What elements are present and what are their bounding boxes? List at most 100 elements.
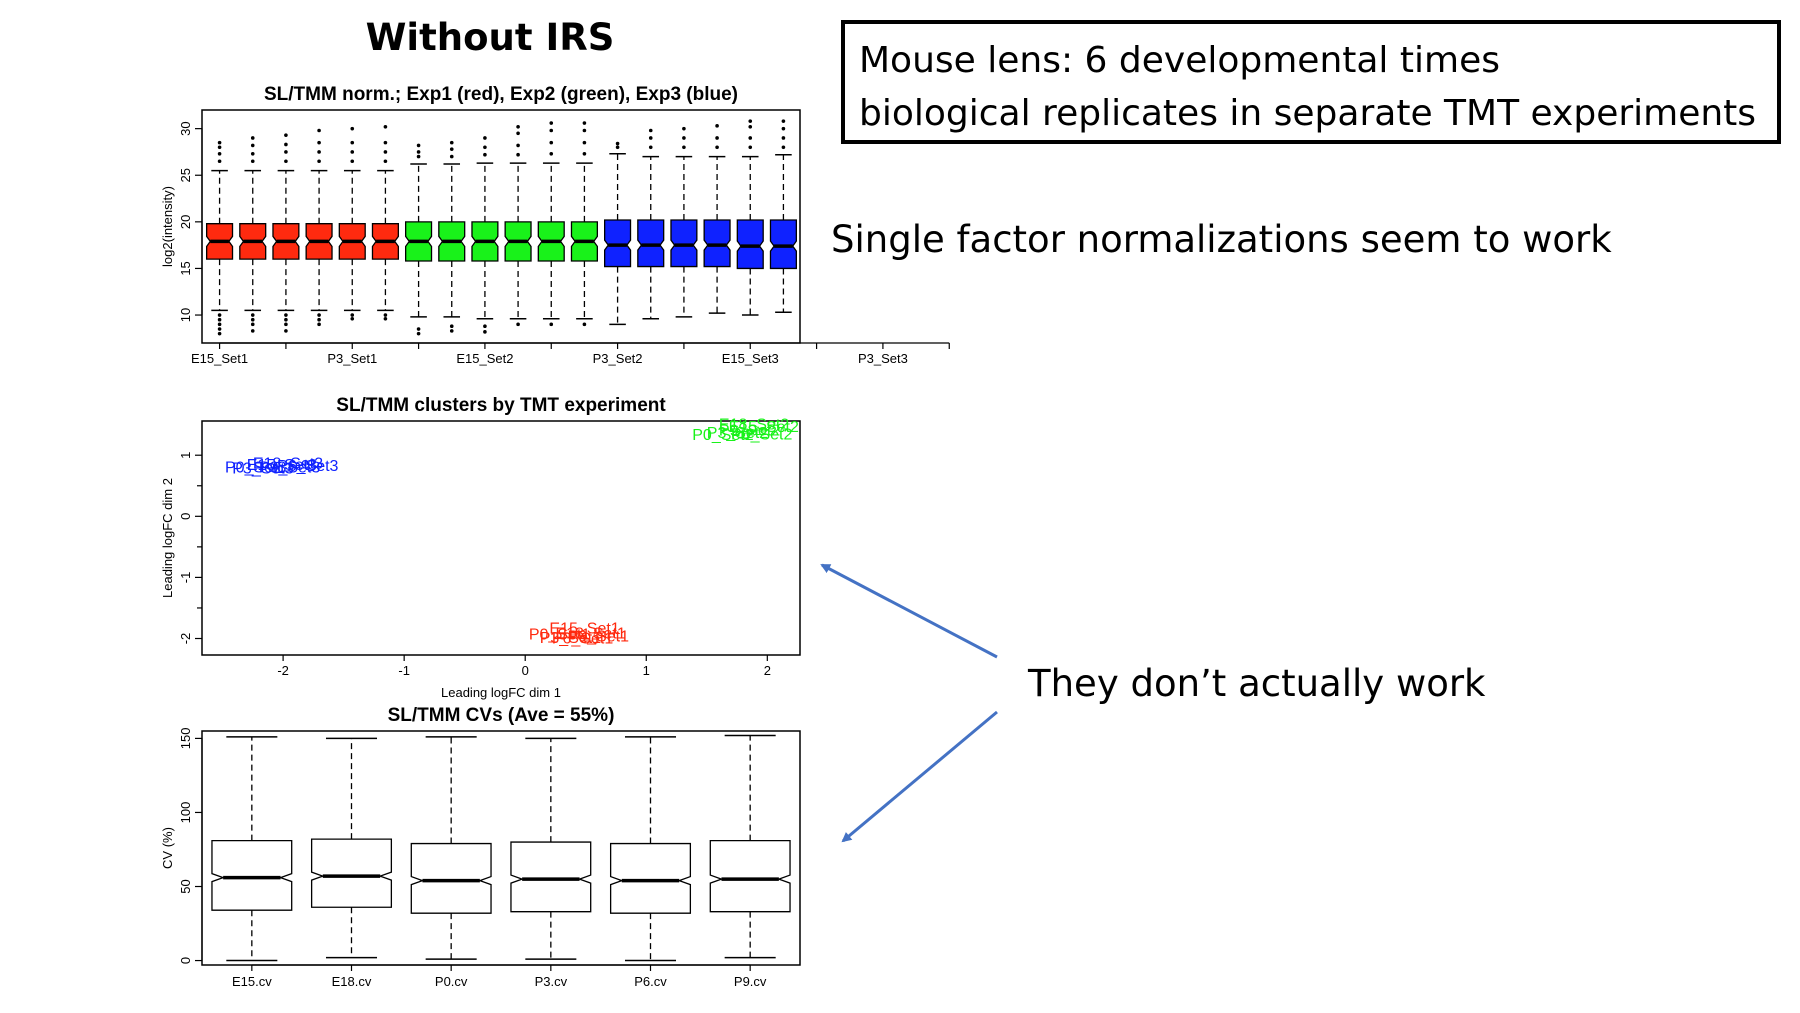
plot-frame [201, 420, 801, 656]
outlier-point [549, 140, 554, 145]
outlier-point [284, 322, 288, 327]
outlier-point [217, 322, 222, 327]
outlier-point [615, 145, 620, 150]
outlier-point [549, 322, 554, 327]
outlier-point [549, 128, 554, 133]
outlier-point [449, 324, 454, 329]
x-tick-label: P3_Set1 [327, 351, 377, 366]
chart-title: SL/TMM norm.; Exp1 (red), Exp2 (green), … [264, 84, 738, 105]
cv-boxplot-chart: SL/TMM CVs (Ave = 55%) 0 50 100 150 CV (%) E15… [160, 705, 801, 989]
outlier-point [582, 128, 587, 133]
x-tick-label: P9.cv [734, 974, 767, 989]
outlier-point [250, 159, 255, 164]
outlier-point [250, 322, 255, 327]
outlier-point [715, 145, 719, 150]
y-tick-label: -1 [178, 572, 193, 584]
x-tick-label: P3_Set3 [858, 351, 908, 366]
sample-point-label: P6_Set2 [731, 426, 792, 443]
box [709, 839, 791, 913]
y-tick-label: 150 [178, 728, 193, 750]
box [769, 219, 798, 270]
outlier-point [383, 316, 388, 321]
y-tick-label: 30 [178, 121, 193, 135]
mds-cluster-chart: SL/TMM clusters by TMT experiment -2 -1 0 1 2… [160, 395, 801, 700]
x-tick-label: -2 [277, 663, 289, 678]
x-tick-label: 1 [643, 663, 650, 678]
y-tick-label: 0 [178, 957, 193, 964]
outlier-point [383, 150, 388, 154]
outlier-point [217, 331, 222, 336]
outlier-point [483, 136, 487, 140]
chart-title: SL/TMM CVs (Ave = 55%) [388, 705, 615, 726]
outlier-point [615, 141, 620, 146]
outlier-point [284, 159, 288, 164]
box [703, 219, 731, 268]
x-tick-label: E15.cv [232, 974, 272, 989]
y-axis-label: Leading logFC dim 2 [160, 478, 175, 598]
y-tick-label: 15 [178, 261, 193, 275]
sample-point-label: P0_Set1 [529, 627, 590, 644]
y-tick-label: 50 [178, 879, 193, 893]
outlier-point [648, 136, 653, 140]
sample-point-label: P3_Set3 [232, 461, 293, 478]
y-tick-label: 20 [178, 215, 193, 229]
outlier-point [416, 327, 421, 331]
outlier-point [715, 124, 719, 128]
outlier-point [350, 159, 355, 164]
x-tick-label: P3.cv [535, 974, 568, 989]
sample-point-label: P3_Set2 [707, 425, 768, 442]
outlier-point [284, 150, 288, 154]
outlier-point [449, 140, 454, 145]
intensity-boxplot-chart: SL/TMM norm.; Exp1 (red), Exp2 (green), … [160, 84, 950, 366]
y-tick-label: 100 [178, 802, 193, 824]
outlier-point [317, 313, 321, 317]
outlier-point [350, 316, 355, 321]
outlier-point [284, 313, 288, 317]
outlier-point [549, 152, 554, 156]
outlier-point [781, 126, 786, 131]
info-box-line-1: Mouse lens: 6 developmental times [859, 40, 1500, 81]
outlier-point [516, 131, 520, 136]
x-tick-label: E18.cv [332, 974, 372, 989]
sample-point-label: E15_Set3 [247, 457, 317, 474]
outlier-point [582, 140, 587, 145]
outlier-point [284, 317, 288, 322]
outlier-point [483, 152, 487, 157]
sample-point-label: P6_Set3 [277, 458, 338, 475]
outlier-point [549, 121, 554, 125]
outlier-point [317, 159, 321, 164]
outlier-point [483, 324, 487, 329]
x-tick-label: 0 [522, 663, 529, 678]
outlier-point [748, 145, 753, 150]
outlier-point [317, 150, 321, 154]
outlier-point [715, 136, 719, 140]
outlier-point [416, 150, 421, 154]
outlier-point [350, 313, 355, 317]
outlier-point [416, 154, 421, 159]
sample-point-label: E15_Set2 [729, 419, 799, 436]
outlier-point [284, 329, 288, 333]
outlier-point [284, 142, 288, 147]
outlier-point [350, 140, 355, 145]
outlier-point [516, 152, 520, 157]
info-box-line-2: biological replicates in separate TMT ex… [859, 93, 1757, 134]
box [603, 219, 632, 268]
sample-point-label: E18_Set2 [719, 417, 789, 434]
outlier-point [383, 159, 388, 164]
outlier-point [483, 145, 487, 150]
sample-point-label: E18_Set3 [253, 456, 323, 473]
outlier-point [582, 322, 587, 327]
chart-title: SL/TMM clusters by TMT experiment [336, 395, 666, 416]
box [637, 219, 665, 268]
box [609, 842, 692, 914]
box [410, 842, 492, 914]
x-tick-label: -1 [398, 663, 410, 678]
outlier-point [217, 159, 222, 164]
outlier-point [781, 119, 786, 123]
slide-title: Without IRS [365, 16, 615, 59]
outlier-point [682, 136, 686, 140]
outlier-point [682, 126, 686, 131]
outlier-point [648, 128, 653, 133]
sample-point-label: P9_Set1 [568, 629, 629, 646]
